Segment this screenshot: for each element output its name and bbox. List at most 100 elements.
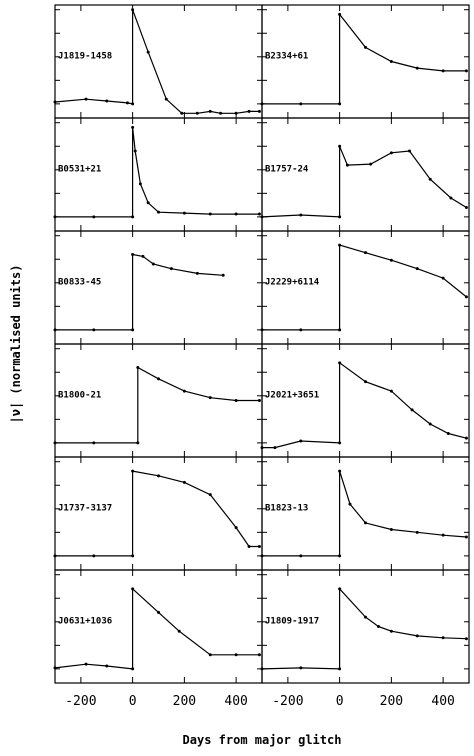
panel-label: B1823-13	[265, 503, 308, 513]
data-point	[169, 267, 173, 271]
data-line	[261, 146, 467, 218]
data-point	[138, 182, 142, 186]
data-point	[208, 109, 212, 113]
data-point	[299, 554, 303, 558]
data-point	[182, 211, 186, 215]
data-point	[234, 399, 238, 402]
data-point	[151, 262, 155, 266]
data-point	[464, 69, 468, 73]
panel-label: B1800-21	[58, 390, 101, 400]
data-point	[260, 667, 264, 671]
panel-label: B0833-45	[58, 277, 101, 287]
data-point	[464, 205, 468, 209]
data-point	[338, 144, 342, 148]
data-point	[415, 267, 419, 271]
data-point	[131, 469, 135, 473]
data-point	[376, 625, 380, 628]
panel-frame	[54, 230, 263, 345]
data-point	[338, 554, 342, 558]
panel-label: B0531+21	[58, 164, 101, 174]
data-point	[464, 535, 468, 539]
panel-frame	[261, 343, 470, 458]
data-point	[273, 446, 277, 450]
data-point	[105, 99, 109, 103]
data-point	[136, 366, 140, 370]
data-point	[219, 111, 223, 115]
panel-label: J1819-1458	[58, 51, 112, 61]
data-point	[338, 215, 342, 219]
data-point	[389, 258, 393, 262]
data-point	[348, 502, 352, 506]
data-point	[131, 667, 135, 671]
data-line	[55, 127, 260, 218]
data-point	[257, 399, 261, 402]
data-point	[105, 664, 109, 668]
data-point	[257, 544, 261, 548]
data-point	[260, 215, 264, 219]
data-point	[464, 295, 468, 299]
data-point	[157, 610, 160, 614]
data-point	[338, 102, 342, 106]
data-point	[131, 328, 135, 332]
data-point	[157, 474, 160, 478]
data-point	[247, 109, 251, 113]
data-point	[133, 149, 137, 153]
data-point	[364, 45, 367, 49]
data-point	[338, 243, 342, 247]
data-point	[338, 12, 342, 16]
data-point	[131, 253, 135, 257]
data-point	[441, 69, 445, 73]
data-line	[262, 361, 467, 449]
panel-frame	[261, 569, 470, 684]
data-point	[299, 328, 303, 332]
data-point	[299, 439, 303, 443]
data-point	[53, 328, 57, 332]
data-point	[415, 530, 419, 534]
panel-label: J1809-1917	[265, 616, 319, 626]
panel-frame	[261, 117, 470, 232]
data-line	[55, 470, 260, 557]
panel-label: J2021+3651	[265, 390, 319, 400]
data-point	[146, 50, 150, 54]
data-point	[260, 446, 264, 450]
data-point	[415, 66, 419, 70]
data-point	[92, 215, 96, 219]
data-point	[53, 554, 57, 558]
data-point	[260, 328, 264, 332]
data-point	[208, 653, 212, 657]
data-point	[415, 634, 419, 638]
data-point	[338, 587, 342, 591]
data-point	[195, 111, 199, 115]
data-point	[410, 408, 414, 412]
data-point	[299, 666, 303, 670]
panel-frame	[54, 4, 263, 119]
data-point	[407, 149, 411, 153]
panel-label: J0631+1036	[58, 616, 112, 626]
x-tick-label: -200	[65, 694, 96, 709]
data-point	[92, 554, 96, 558]
data-point	[92, 328, 96, 332]
data-point	[131, 215, 135, 219]
data-point	[449, 196, 453, 200]
data-point	[234, 212, 238, 216]
data-point	[364, 251, 367, 255]
data-point	[131, 587, 135, 591]
data-point	[234, 526, 238, 530]
data-point	[131, 554, 135, 558]
data-point	[257, 653, 261, 657]
data-point	[234, 653, 238, 657]
data-point	[53, 100, 57, 104]
data-point	[364, 521, 367, 525]
panel-frame	[261, 456, 470, 571]
panel-frame	[261, 230, 470, 345]
data-point	[131, 8, 135, 12]
data-point	[208, 396, 212, 400]
data-point	[131, 102, 135, 106]
data-point	[299, 102, 303, 106]
x-axis-label: Days from major glitch	[183, 733, 342, 747]
data-point	[247, 544, 251, 548]
data-point	[389, 629, 393, 633]
data-point	[364, 380, 367, 384]
panel-frame	[54, 456, 263, 571]
